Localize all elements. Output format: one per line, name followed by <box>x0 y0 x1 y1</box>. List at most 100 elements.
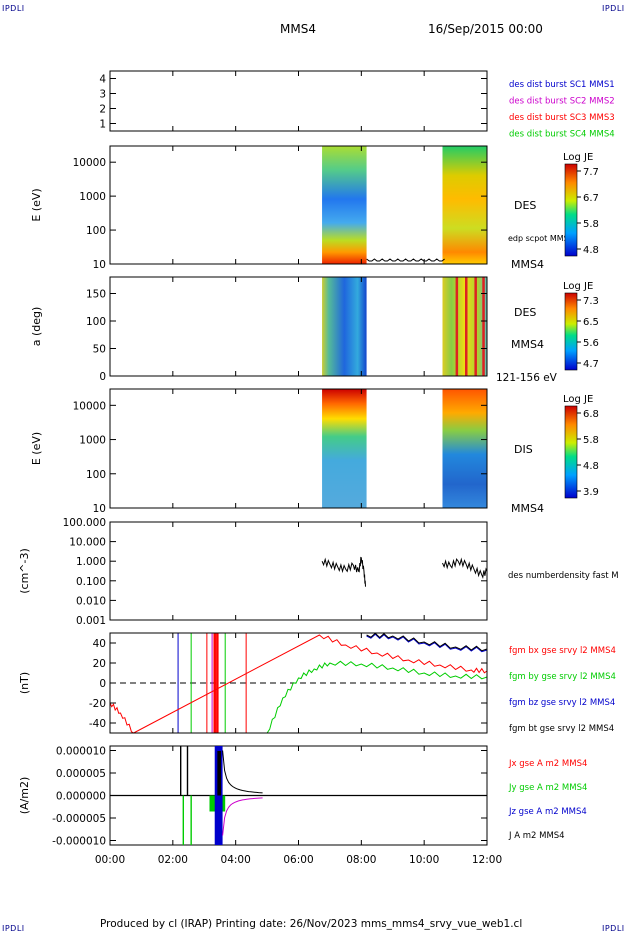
current-decay-black <box>222 750 263 794</box>
b-field-legend-2: fgm bz gse srvy l2 MMS4 <box>509 698 615 708</box>
dis-energy-ylabel: E (eV) <box>30 432 43 465</box>
density-panel-ytick-label-1: 0.010 <box>76 595 106 607</box>
des-pitch-stripe-0 <box>455 277 459 376</box>
des-pitch-colorbar <box>564 292 578 371</box>
dis-energy-colorbar-tick-label-1: 5.8 <box>583 435 599 446</box>
des-pitch-panel-ytick-label-3: 150 <box>86 289 106 301</box>
b-field-legend-1: fgm by gse srvy l2 MMS4 <box>509 672 616 682</box>
des-energy-scpot-label: edp scpot MMS4 <box>508 234 574 243</box>
availability-panel-frame <box>109 70 488 132</box>
dis-energy-sc-label: MMS4 <box>511 502 544 515</box>
dis-energy-colorbar <box>564 405 578 499</box>
b-field-ylabel: (nT) <box>18 672 31 694</box>
current-panel-ytick-label-1: -0.000005 <box>52 813 106 825</box>
des-pitch-panel-spectrogram-block-1 <box>322 277 367 376</box>
corner-label-bottom-right: IPDLI <box>602 924 625 933</box>
density-series-0 <box>321 556 366 587</box>
time-axis-label-6: 12:00 <box>472 854 502 866</box>
current-ylabel: (A/m2) <box>18 777 31 815</box>
des-pitch-panel-spectrogram-block-2 <box>442 277 487 376</box>
b-field-panel-ytick-label-4: 40 <box>93 638 106 650</box>
current-burst-black <box>217 751 222 796</box>
des-energy-colorbar-tick-label-3: 4.8 <box>583 245 599 256</box>
current-legend-1: Jy gse A m2 MMS4 <box>508 783 587 793</box>
dis-energy-panel-ytick-label-3: 10000 <box>73 400 106 412</box>
b-field-panel-ytick-label-0: -40 <box>89 718 106 730</box>
corner-label-top-right: IPDLI <box>602 4 625 13</box>
des-pitch-stripe-3 <box>482 277 485 376</box>
des-pitch-stripe-2 <box>474 277 477 376</box>
b-field-panel-ytick-label-3: 20 <box>93 658 106 670</box>
current-panel-ytick-label-4: 0.000010 <box>56 746 106 758</box>
des-pitch-panel-ytick-label-2: 100 <box>86 316 106 328</box>
des-energy-colorbar-tick-label-2: 5.8 <box>583 219 599 230</box>
des-pitch-instrument-label: DES <box>514 306 536 319</box>
availability-legend-1: des dist burst SC2 MMS2 <box>509 97 615 107</box>
dis-energy-panel-ytick-label-0: 10 <box>93 503 106 515</box>
des-pitch-colorbar-tick-label-1: 6.5 <box>583 317 599 328</box>
dis-energy-panel-spectrogram-block-2 <box>442 389 487 508</box>
spacecraft-title: MMS4 <box>280 22 316 36</box>
time-axis-label-3: 06:00 <box>283 854 313 866</box>
density-panel-ytick-label-0: 0.001 <box>76 615 106 627</box>
availability-panel-ytick-label-0: 1 <box>99 119 106 131</box>
density-series-1 <box>442 557 488 579</box>
density-panel-ytick-label-5: 100.000 <box>63 517 106 529</box>
des-energy-panel-ytick-label-1: 100 <box>86 225 106 237</box>
availability-panel-ytick-label-3: 4 <box>99 74 106 86</box>
b-field-legend-0: fgm bx gse srvy l2 MMS4 <box>509 646 616 656</box>
availability-panel-ytick-label-2: 3 <box>99 89 106 101</box>
dis-energy-panel-frame <box>109 388 488 509</box>
des-pitch-sc-label: MMS4 <box>511 338 544 351</box>
des-energy-colorbar-title: Log JE <box>563 152 593 163</box>
current-panel-ytick-label-0: -0.000010 <box>52 836 106 848</box>
dis-energy-instrument-label: DIS <box>514 443 533 456</box>
des-pitch-stripe-1 <box>465 277 468 376</box>
des-energy-panel-spectrogram-block-2 <box>442 146 487 264</box>
des-energy-scpot-trace <box>366 258 445 262</box>
des-energy-panel-spectrogram-block-1 <box>322 146 367 264</box>
dis-energy-panel-ytick-label-1: 100 <box>86 469 106 481</box>
b-field-series-2 <box>366 633 488 653</box>
density-ylabel: (cm^-3) <box>18 548 31 594</box>
current-legend-2: Jz gse A m2 MMS4 <box>508 807 587 817</box>
dis-energy-colorbar-tick-label-3: 3.9 <box>583 487 599 498</box>
dis-energy-colorbar-tick-label-2: 4.8 <box>583 461 599 472</box>
availability-legend-0: des dist burst SC1 MMS1 <box>509 80 615 90</box>
current-decay-magenta <box>222 797 263 836</box>
density-panel-ytick-label-3: 1.000 <box>76 556 106 568</box>
time-axis-label-4: 08:00 <box>346 854 376 866</box>
des-pitch-panel-ytick-label-0: 0 <box>99 371 106 383</box>
des-energy-panel-frame <box>109 145 488 265</box>
time-axis-label-1: 02:00 <box>158 854 188 866</box>
b-field-series-0 <box>109 634 488 734</box>
b-field-series-1 <box>266 660 488 734</box>
des-energy-ylabel: E (eV) <box>30 188 43 221</box>
dis-energy-panel-spectrogram-block-1 <box>322 389 367 508</box>
des-pitch-colorbar-tick-label-3: 4.7 <box>583 359 599 370</box>
des-pitch-colorbar-tick-label-2: 5.6 <box>583 338 599 349</box>
density-panel-ytick-label-4: 10.000 <box>69 537 106 549</box>
des-energy-sc-label: MMS4 <box>511 258 544 271</box>
des-energy-instrument-label: DES <box>514 199 536 212</box>
availability-legend-3: des dist burst SC4 MMS4 <box>509 130 615 140</box>
availability-legend-2: des dist burst SC3 MMS3 <box>509 113 615 123</box>
datetime-title: 16/Sep/2015 00:00 <box>428 22 543 36</box>
des-energy-panel-ytick-label-3: 10000 <box>73 157 106 169</box>
des-pitch-ylabel: a (deg) <box>30 307 43 347</box>
des-pitch-panel-ytick-label-1: 50 <box>93 344 106 356</box>
current-panel-ytick-label-3: 0.000005 <box>56 768 106 780</box>
dis-energy-colorbar-tick-label-0: 6.8 <box>583 409 599 420</box>
footer-credit: Produced by cl (IRAP) Printing date: 26/… <box>100 918 523 930</box>
current-legend-0: Jx gse A m2 MMS4 <box>508 759 587 769</box>
des-pitch-panel-frame <box>109 276 488 377</box>
time-axis-label-0: 00:00 <box>95 854 125 866</box>
dis-energy-panel-ytick-label-2: 1000 <box>79 435 106 447</box>
density-panel-ytick-label-2: 0.100 <box>76 576 106 588</box>
des-energy-colorbar-tick-label-1: 6.7 <box>583 193 599 204</box>
current-legend-3: J A m2 MMS4 <box>508 831 565 841</box>
corner-label-top-left: IPDLI <box>2 4 25 13</box>
des-pitch-colorbar-title: Log JE <box>563 281 593 292</box>
time-axis-label-2: 04:00 <box>221 854 251 866</box>
